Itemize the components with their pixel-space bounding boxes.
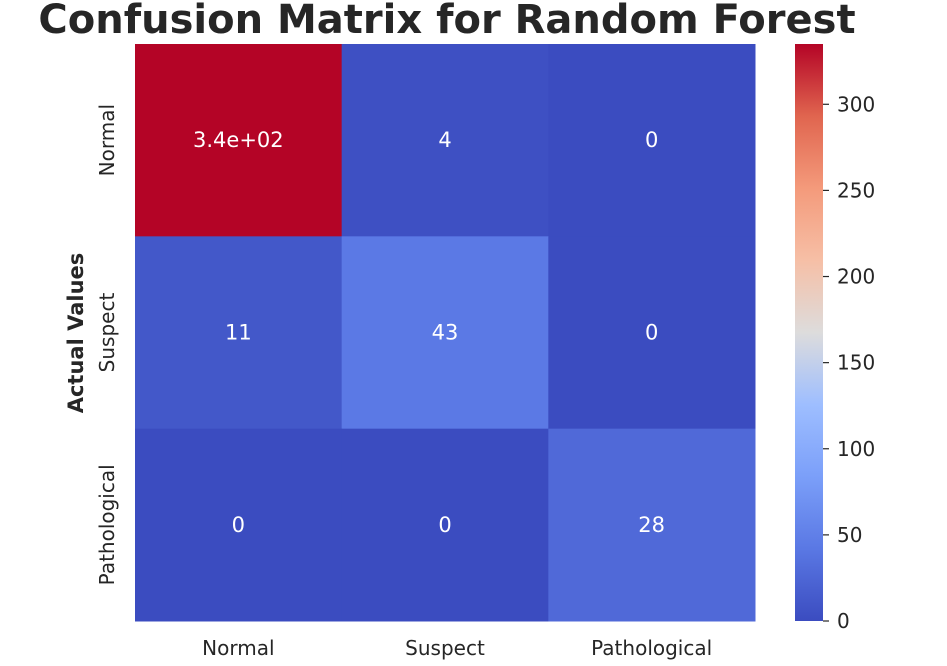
y-axis-title: Actual Values <box>64 253 88 414</box>
colorbar-tick-label: 300 <box>837 92 875 116</box>
cell-annotation: 0 <box>438 513 451 537</box>
heatmap-cell <box>548 428 756 622</box>
colorbar-tick-label: 0 <box>837 609 850 633</box>
heatmap-cell <box>548 236 756 430</box>
x-tick-label: Pathological <box>591 636 712 660</box>
heatmap-cell <box>341 44 549 237</box>
colorbar-tick-label: 50 <box>837 523 862 547</box>
cell-annotations: 3.4e+02 4 0 11 43 0 0 0 28 <box>193 128 665 537</box>
heatmap-cell <box>341 236 549 430</box>
colorbar <box>795 44 823 621</box>
x-tick-labels: Normal Suspect Pathological <box>202 636 712 660</box>
cell-annotation: 28 <box>638 513 665 537</box>
colorbar-ticks: 0 50 100 150 200 250 300 <box>823 92 875 633</box>
y-tick-labels: Normal Suspect Pathological <box>95 104 119 585</box>
cell-annotation: 3.4e+02 <box>193 128 284 152</box>
colorbar-tick-label: 100 <box>837 437 875 461</box>
x-tick-label: Normal <box>202 636 274 660</box>
heatmap-cell <box>341 428 549 622</box>
heatmap-cells <box>135 44 756 622</box>
heatmap-cell <box>135 236 343 430</box>
heatmap-cell <box>135 428 343 622</box>
colorbar-tick-label: 250 <box>837 178 875 202</box>
cell-annotation: 0 <box>232 513 245 537</box>
cell-annotation: 0 <box>645 128 658 152</box>
cell-annotation: 11 <box>225 321 252 345</box>
cell-annotation: 4 <box>438 128 451 152</box>
cell-annotation: 43 <box>432 321 459 345</box>
x-tick-label: Suspect <box>405 636 485 660</box>
y-tick-label: Suspect <box>95 293 119 373</box>
y-tick-label: Pathological <box>95 464 119 585</box>
cell-annotation: 0 <box>645 321 658 345</box>
y-tick-label: Normal <box>95 104 119 176</box>
heatmap-cell <box>135 44 343 237</box>
heatmap-cell <box>548 44 756 237</box>
colorbar-tick-label: 150 <box>837 351 875 375</box>
chart-title: Confusion Matrix for Random Forest <box>38 0 855 43</box>
colorbar-tick-label: 200 <box>837 265 875 289</box>
